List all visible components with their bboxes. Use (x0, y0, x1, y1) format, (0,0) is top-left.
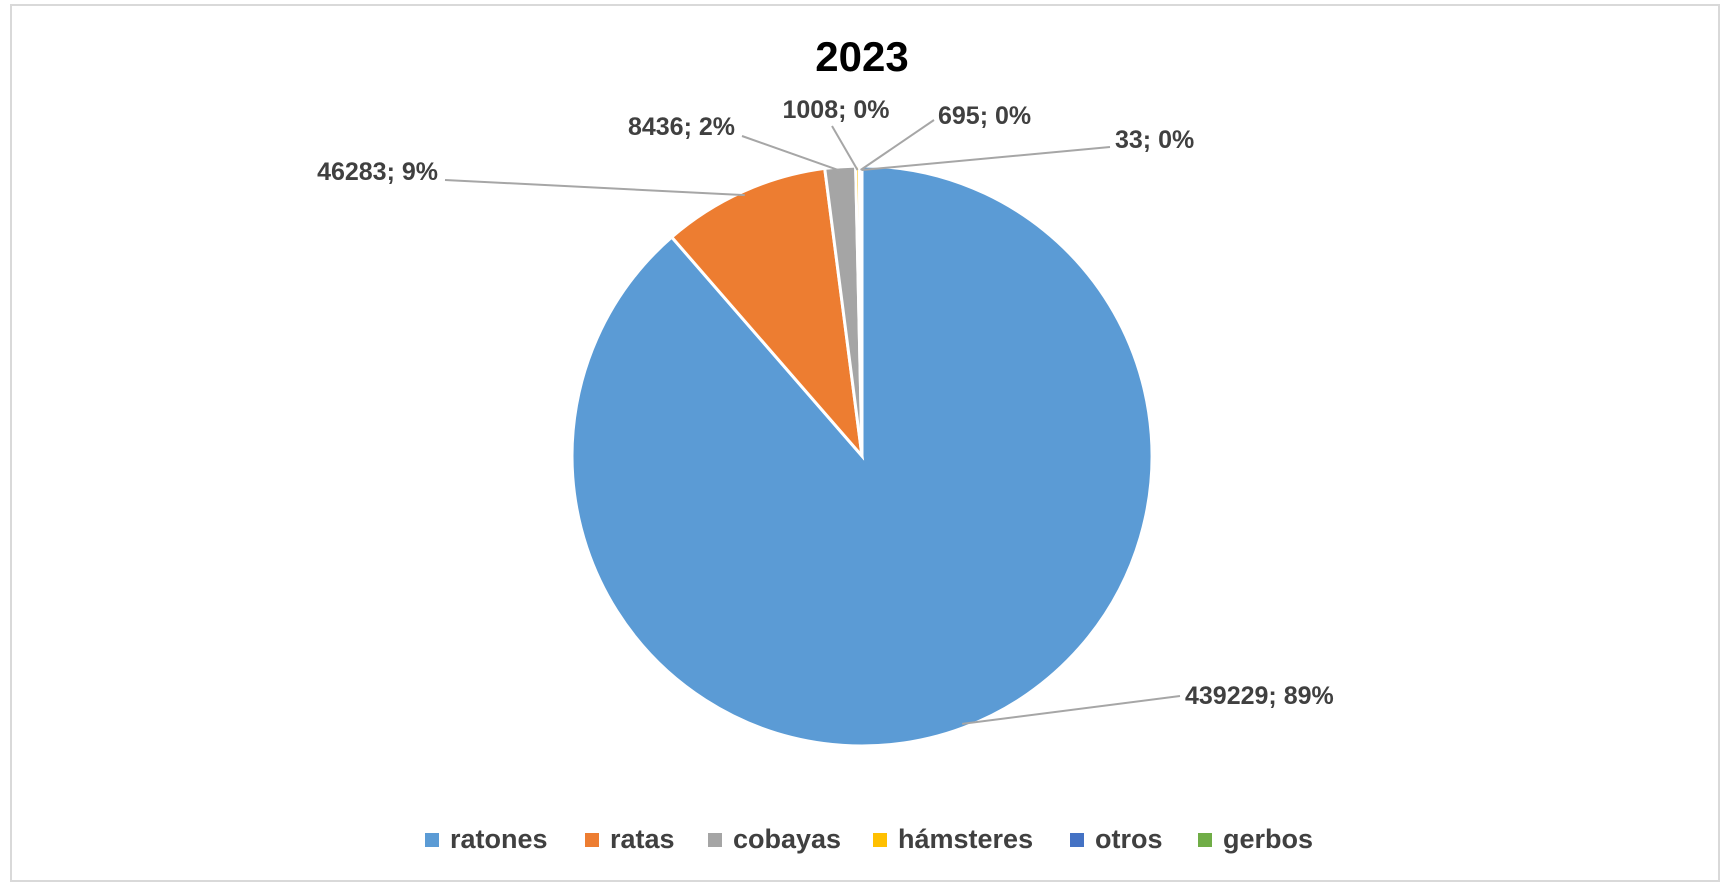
leader-lines (444, 119, 1181, 725)
legend-item-otros: otros (1070, 824, 1163, 854)
legend-item-hamsteres: hámsteres (873, 824, 1033, 854)
chart-title: 2023 (815, 33, 908, 80)
legend-swatch-otros (1070, 833, 1084, 847)
data-labels: 439229; 89% 46283; 9% 8436; 2% 1008; 0% 695;… (317, 96, 1334, 710)
leader-line-gerbos (861, 146, 1111, 171)
data-label-ratas: 46283; 9% (317, 158, 438, 186)
legend-label-cobayas: cobayas (733, 824, 841, 854)
leader-line-otros (860, 119, 935, 171)
leader-line-ratas (444, 179, 745, 197)
leader-line-hamsteres (831, 125, 859, 171)
legend-swatch-gerbos (1198, 833, 1212, 847)
legend-label-gerbos: gerbos (1223, 824, 1313, 854)
pie-slices (570, 164, 1154, 748)
data-label-hamsteres: 1008; 0% (782, 96, 889, 124)
legend-label-hamsteres: hámsteres (898, 824, 1033, 854)
legend-label-otros: otros (1095, 824, 1163, 854)
legend-item-ratones: ratones (425, 824, 548, 854)
legend-item-cobayas: cobayas (708, 824, 841, 854)
data-label-ratones: 439229; 89% (1185, 682, 1334, 710)
data-label-otros: 695; 0% (938, 102, 1031, 130)
legend-swatch-hamsteres (873, 833, 887, 847)
data-label-cobayas: 8436; 2% (628, 113, 735, 141)
leader-line-cobayas (741, 135, 841, 172)
legend-swatch-ratas (585, 833, 599, 847)
pie-slice-ratas (669, 166, 865, 461)
legend-label-ratones: ratones (450, 824, 548, 854)
legend-item-ratas: ratas (585, 824, 675, 854)
legend: ratones ratas cobayas hámsteres otros gerbos (425, 824, 1313, 854)
legend-swatch-ratones (425, 833, 439, 847)
data-label-gerbos: 33; 0% (1115, 126, 1194, 154)
legend-swatch-cobayas (708, 833, 722, 847)
legend-item-gerbos: gerbos (1198, 824, 1313, 854)
legend-label-ratas: ratas (610, 824, 675, 854)
leader-line-ratones (962, 695, 1181, 725)
